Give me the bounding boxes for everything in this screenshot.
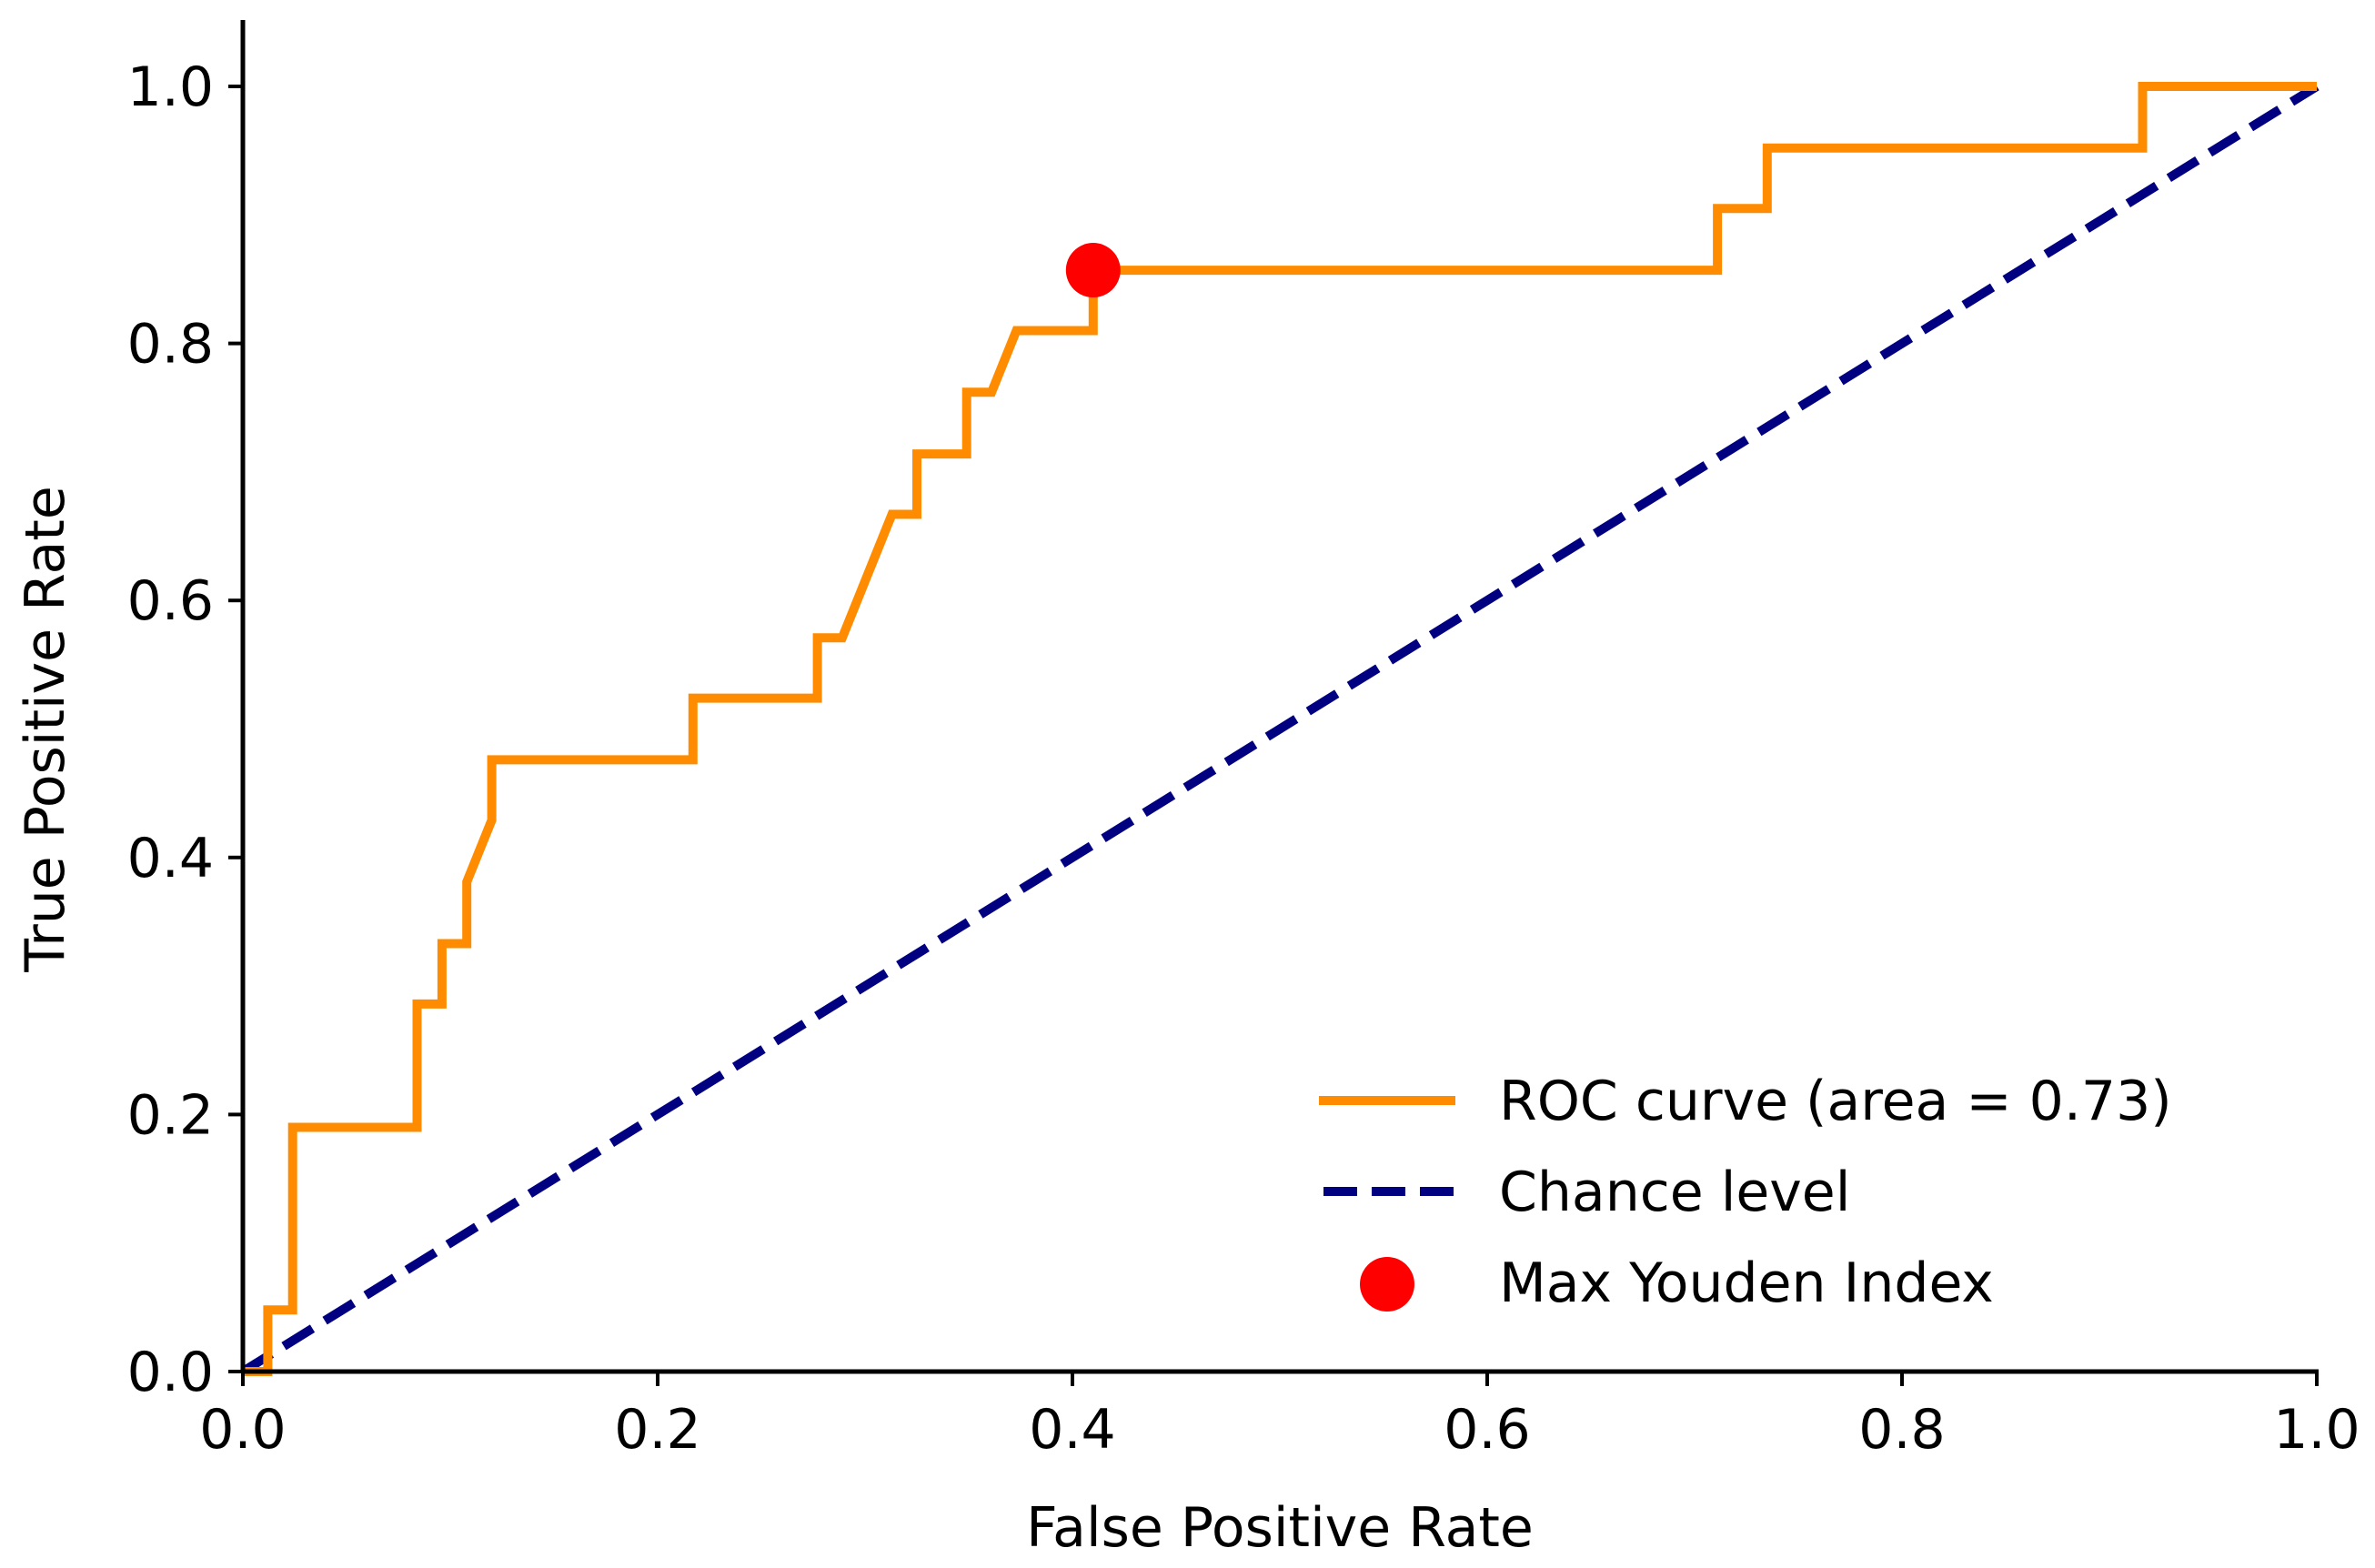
- x-tick-label: 0.0: [199, 1398, 286, 1462]
- x-tick-label: 0.2: [614, 1398, 700, 1462]
- legend-chance-label: Chance level: [1499, 1161, 1850, 1224]
- x-tick-label: 0.6: [1444, 1398, 1530, 1462]
- legend-youden-label: Max Youden Index: [1499, 1251, 1994, 1315]
- y-tick-label: 0.2: [127, 1083, 214, 1147]
- tick-marks: 0.0 0.2 0.4 0.6 0.8 1.0 0.0 0.2 0.4 0.6 0.8 1.0: [127, 55, 2360, 1462]
- roc-curve-line: [243, 82, 2317, 1376]
- y-tick-label: 1.0: [127, 55, 214, 119]
- x-axis-label: False Positive Rate: [1026, 1496, 1534, 1560]
- chance-level-line: [240, 82, 2320, 1376]
- plot-area: [240, 82, 2320, 1376]
- axes: [240, 20, 2319, 1374]
- x-tick-label: 0.4: [1029, 1398, 1115, 1462]
- legend: ROC curve (area = 0.73) Chance level Max…: [1319, 1070, 2172, 1315]
- y-tick-label: 0.8: [127, 313, 214, 377]
- max-youden-marker: [1065, 243, 1121, 298]
- y-axis-label: True Positive Rate: [14, 486, 77, 972]
- x-tick-label: 1.0: [2273, 1398, 2360, 1462]
- legend-youden-marker: [1360, 1257, 1414, 1312]
- x-tick-label: 0.8: [1858, 1398, 1945, 1462]
- y-tick-label: 0.4: [127, 827, 214, 890]
- y-tick-label: 0.0: [127, 1341, 214, 1404]
- y-tick-label: 0.6: [127, 569, 214, 633]
- legend-roc-label: ROC curve (area = 0.73): [1499, 1070, 2172, 1133]
